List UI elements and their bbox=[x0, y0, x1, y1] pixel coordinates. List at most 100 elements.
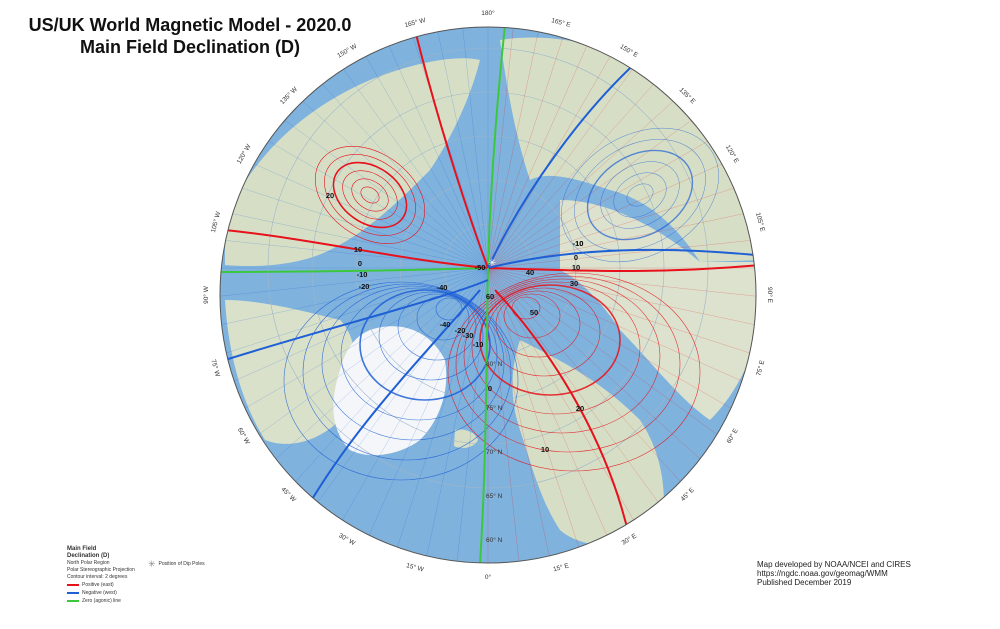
field-line bbox=[487, 267, 555, 563]
negative-contour-ne bbox=[613, 172, 667, 218]
field-line bbox=[421, 267, 489, 563]
positive-contour-nw bbox=[314, 146, 426, 244]
longitude-label: 75° W bbox=[209, 358, 222, 378]
heavy-contour bbox=[414, 29, 489, 269]
latitude-label: 60° N bbox=[486, 536, 503, 544]
legend-title-1: Main Field bbox=[67, 546, 97, 552]
field-line bbox=[487, 267, 747, 457]
field-line bbox=[388, 267, 489, 563]
europe-land bbox=[512, 340, 664, 546]
longitude-label: 60° E bbox=[725, 427, 740, 445]
positive-contour bbox=[479, 284, 621, 396]
field-line bbox=[487, 267, 677, 527]
longitude-label: 120° W bbox=[235, 142, 253, 165]
positive-contour-nw bbox=[351, 178, 389, 212]
field-line bbox=[229, 267, 489, 457]
field-line bbox=[487, 27, 619, 269]
longitude-label: 45° E bbox=[679, 485, 696, 502]
positive-contour bbox=[495, 290, 581, 358]
contour-label: 10 bbox=[354, 245, 362, 254]
legend: Main Field Declination (D) North Polar R… bbox=[67, 546, 217, 605]
field-line bbox=[487, 267, 726, 483]
positive-contour bbox=[447, 272, 701, 472]
credits-line-1: Map developed by NOAA/NCEI and CIRES bbox=[757, 560, 911, 569]
positive-contour bbox=[471, 281, 641, 415]
latitude-labels: 80° N 75° N 70° N 65° N 60° N bbox=[486, 360, 503, 544]
heavy-contour bbox=[487, 49, 651, 269]
negative-contour bbox=[321, 285, 505, 441]
heavy-contour bbox=[220, 267, 489, 273]
latitude-label: 65° N bbox=[486, 492, 503, 500]
negative-contour bbox=[378, 291, 484, 381]
field-line bbox=[487, 27, 522, 269]
map-border bbox=[219, 26, 757, 564]
longitude-label: 15° W bbox=[405, 561, 425, 574]
heavy-contour bbox=[224, 229, 489, 269]
negative-contour bbox=[359, 289, 491, 401]
contour-label: -20 bbox=[359, 282, 370, 291]
field-line bbox=[273, 267, 489, 506]
longitude-label: 120° E bbox=[724, 144, 741, 166]
legend-projection: Polar Stereographic Projection bbox=[67, 567, 135, 573]
longitude-label: 0° bbox=[485, 573, 492, 581]
contour-label: 30 bbox=[570, 279, 578, 288]
contour-label: 60 bbox=[486, 292, 494, 301]
field-line bbox=[299, 267, 489, 527]
latitude-label: 80° N bbox=[486, 360, 503, 368]
contour-label: 20 bbox=[326, 191, 334, 200]
asia-land bbox=[500, 37, 756, 262]
title-line-2: Main Field Declination (D) bbox=[79, 37, 300, 57]
longitude-label: 135° W bbox=[278, 85, 299, 106]
north-america-land bbox=[225, 58, 480, 267]
field-line bbox=[454, 27, 489, 269]
field-line bbox=[220, 267, 489, 368]
heavy-contour bbox=[224, 279, 489, 361]
longitude-label: 30° E bbox=[620, 531, 638, 546]
contour-label: 20 bbox=[576, 404, 584, 413]
contour-label: -40 bbox=[437, 283, 448, 292]
contour-label: -10 bbox=[357, 270, 368, 279]
contour-label: 0 bbox=[358, 259, 362, 268]
positive-contour-nw bbox=[332, 161, 408, 229]
heavy-contour bbox=[487, 248, 756, 269]
longitude-label: 165° E bbox=[550, 16, 572, 29]
positive-contour bbox=[463, 278, 661, 434]
longitude-label: 150° W bbox=[336, 42, 359, 60]
dip-pole-marker-icon: ✳ bbox=[488, 258, 496, 269]
declination-contours bbox=[220, 27, 756, 563]
contour-label: -10 bbox=[573, 239, 584, 248]
longitude-label: 105° E bbox=[754, 212, 767, 234]
zero-swatch bbox=[67, 600, 79, 602]
contour-labels: -10-10-10-202010001040305020100-50-40-40… bbox=[326, 191, 584, 454]
positive-contour bbox=[455, 275, 681, 453]
field-line bbox=[487, 267, 756, 302]
negative-contour bbox=[397, 293, 477, 361]
longitude-label: 75° E bbox=[754, 359, 766, 377]
positive-contour-nw bbox=[324, 154, 416, 236]
field-line bbox=[454, 267, 489, 563]
contour-label: -10 bbox=[573, 239, 584, 248]
contour-label: 0 bbox=[574, 253, 578, 262]
legend-negative: Negative (west) bbox=[67, 589, 217, 597]
field-line bbox=[357, 267, 489, 561]
title-line-1: US/UK World Magnetic Model - 2020.0 bbox=[28, 15, 352, 35]
negative-contour bbox=[283, 281, 519, 481]
positive-swatch bbox=[67, 584, 79, 586]
field-line bbox=[487, 267, 703, 506]
dip-pole-legend: ✳ Position of Dip Poles bbox=[148, 559, 205, 569]
latitude-label: 70° N bbox=[486, 448, 503, 456]
heavy-contour bbox=[479, 267, 489, 563]
negative-contour-ne bbox=[586, 149, 694, 241]
positive-contour-nw bbox=[342, 170, 398, 220]
negative-contour bbox=[340, 287, 498, 421]
positive-contour bbox=[503, 293, 561, 339]
longitude-label: 150° E bbox=[619, 42, 641, 59]
contour-label: 10 bbox=[572, 263, 580, 272]
contour-label: 0 bbox=[488, 384, 492, 393]
field-line bbox=[487, 267, 756, 399]
negative-contour-ne bbox=[561, 127, 719, 263]
credits-line-2: https://ngdc.noaa.gov/geomag/WMM bbox=[757, 569, 888, 578]
longitude-label: 90° E bbox=[766, 287, 774, 304]
contour-label: 10 bbox=[541, 445, 549, 454]
negative-swatch bbox=[67, 592, 79, 594]
